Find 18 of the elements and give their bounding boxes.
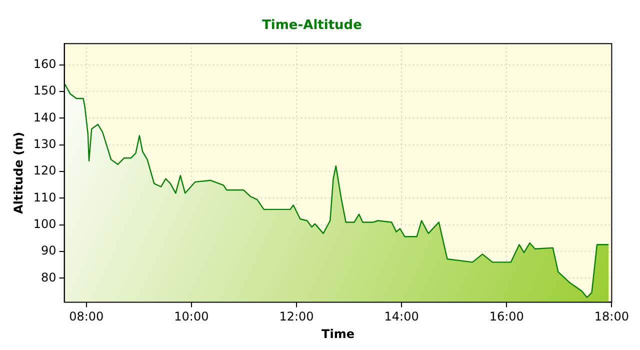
x-tick-label: 16:00 [489,310,524,324]
y-tick-label: 120 [33,164,56,178]
x-tick-label: 10:00 [174,310,209,324]
x-axis-title: Time [322,326,354,341]
y-tick-label: 130 [33,137,56,152]
y-tick-label: 110 [33,190,56,204]
y-tick-label: 140 [33,110,56,124]
y-tick-label: 150 [33,84,56,98]
y-axis-title: Altitude (m) [11,132,26,214]
x-tick-label: 08:00 [69,310,104,324]
y-tick-label: 80 [41,270,56,284]
y-tick-label: 100 [33,217,56,232]
x-tick-label: 12:00 [279,310,314,324]
chart-title: Time-Altitude [262,18,362,34]
x-tick-label: 18:00 [594,310,630,324]
y-tick-label: 160 [33,57,56,72]
y-tick-label: 90 [41,244,56,258]
x-tick-label: 14:00 [384,310,419,324]
